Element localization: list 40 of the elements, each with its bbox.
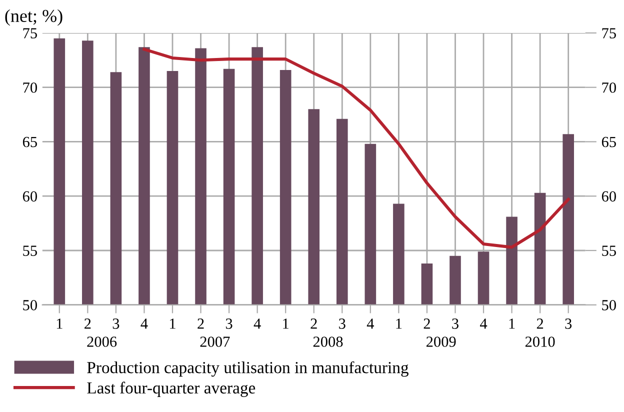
y-tick-label: 70 [23,82,37,93]
x-tick-label: 2 [536,318,544,329]
x-tick-label: 3 [112,318,120,329]
x-tick-label: 1 [283,318,288,329]
x-tick-label: 2 [424,318,430,329]
text: 2007 [200,336,230,347]
x-tick-label: 2 [310,318,317,329]
y2-tick-label: 60 [602,191,616,202]
x-tick-label: 1 [56,318,62,329]
y-tick-label: 75 [23,28,37,38]
x-tick-label: 4 [254,318,261,329]
text: 2009 [426,336,456,347]
y2-tick-label: 50 [602,300,616,310]
y2-tick-label: 65 [602,136,616,148]
y2-tick-label: 75 [602,28,616,38]
chart-title: (net; %) [5,9,62,26]
text: 2006 [87,336,117,347]
y-tick-label: 50 [23,300,37,310]
x-tick-label: 4 [366,318,374,329]
x-tick-label: 1 [396,318,402,329]
x-tick-label: 3 [226,318,232,329]
x-tick-label: 4 [140,318,148,329]
y2-tick-label: 70 [602,82,616,93]
x-tick-label: 3 [452,318,458,329]
line-series [142,48,570,249]
y-tick-label: 65 [22,136,37,148]
x-tick-label: 3 [339,318,346,329]
text: 2010 [525,336,555,347]
x-tick-label: 3 [565,318,572,329]
y-tick-label: 55 [23,246,37,256]
x-tick-label: 4 [480,318,488,329]
text: 2008 [313,336,343,347]
x-tick-label: 2 [84,318,91,329]
y-tick-label: 60 [22,191,37,202]
x-tick-label: 2 [198,318,204,329]
legend-label: Last four-quarter average [87,382,256,397]
legend-label: Production capacity utilisation in manufacturing [87,361,408,377]
y2-tick-label: 55 [602,246,616,256]
x-tick-label: 1 [170,318,176,329]
x-tick-label: 1 [509,318,515,329]
